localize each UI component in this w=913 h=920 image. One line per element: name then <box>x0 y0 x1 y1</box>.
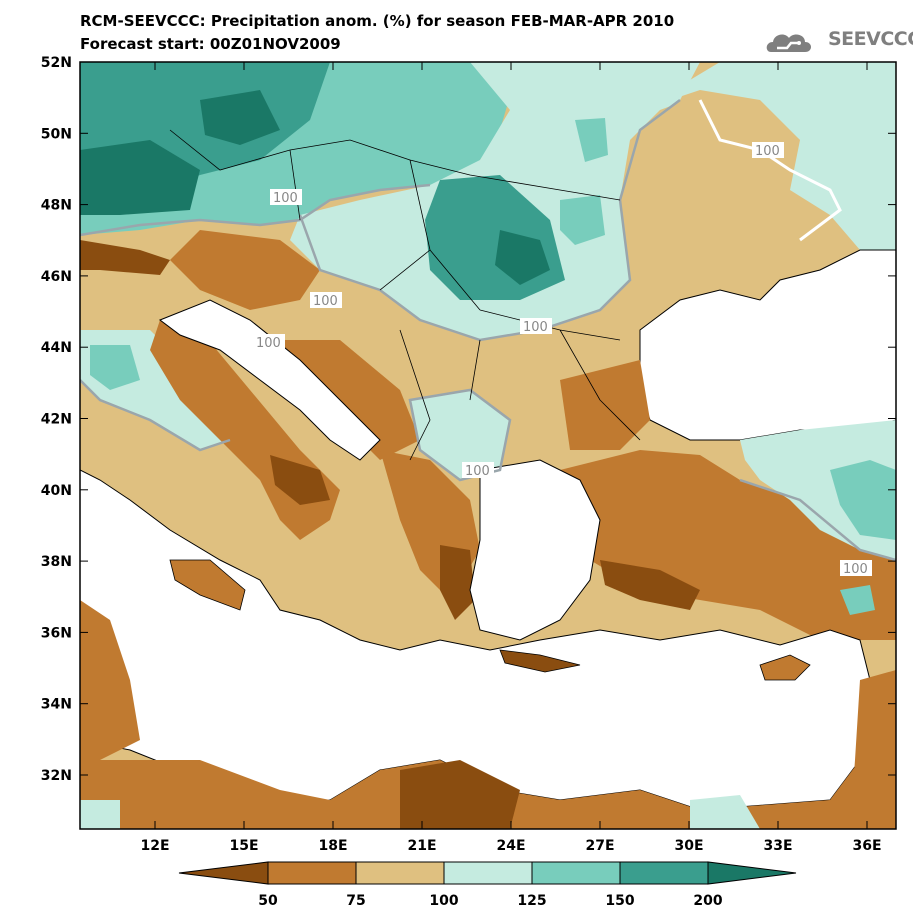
very-dry-zone-alps-south <box>80 240 170 275</box>
extreme-wet-zone-west <box>80 140 200 215</box>
colorbar-label: 150 <box>605 893 634 909</box>
latitude-axis: 52N 50N 48N 46N 44N 42N 40N 38N 36N 34N 32N <box>41 55 896 784</box>
wet-zone-ukraine <box>575 118 608 162</box>
slightly-dry-zone-ukraine <box>620 95 820 260</box>
colorbar: 50 75 100 125 150 200 <box>178 861 797 909</box>
longitude-label: 24E <box>496 838 525 854</box>
contour-100-turkey <box>739 478 896 562</box>
slightly-wet-zone-macedonia <box>410 390 510 480</box>
longitude-label: 36E <box>852 838 881 854</box>
dnieper-river <box>698 99 842 242</box>
colorbar-label: 100 <box>429 893 458 909</box>
latitude-label: 52N <box>41 55 72 71</box>
crete <box>499 649 581 673</box>
latitude-label: 36N <box>41 625 72 641</box>
longitude-label: 30E <box>674 838 703 854</box>
cloud-icon <box>766 34 811 52</box>
colorbar-label: 125 <box>517 893 546 909</box>
map-title: RCM-SEEVCCC: Precipitation anom. (%) for… <box>80 12 675 30</box>
dry-zone-northern-italy <box>170 230 320 310</box>
sicily <box>169 559 246 611</box>
extreme-wet-zone-bohemia <box>200 90 280 145</box>
slightly-wet-zone-northeast <box>640 62 896 260</box>
very-dry-zone-libya <box>400 760 520 829</box>
colorbar-segment <box>619 861 709 885</box>
contour-label: 100 <box>755 144 780 159</box>
colorbar-label: 200 <box>693 893 722 909</box>
latitude-label: 48N <box>41 198 72 214</box>
colorbar-label: 50 <box>258 893 278 909</box>
aegean-sea <box>469 459 601 641</box>
colorbar-segment <box>267 861 357 885</box>
latitude-label: 50N <box>41 126 72 142</box>
colorbar-segment <box>707 861 797 885</box>
longitude-label: 18E <box>318 838 347 854</box>
contour-label: 100 <box>313 294 338 309</box>
contour-label: 100 <box>465 464 490 479</box>
wet-zone-levant <box>840 585 875 615</box>
very-dry-zone-anatolia <box>600 560 700 610</box>
contour-label: 100 <box>523 320 548 335</box>
contour-labels: 100 100 100 100 100 100 100 <box>253 142 872 577</box>
latitude-label: 46N <box>41 269 72 285</box>
adriatic-sea <box>158 299 381 461</box>
longitude-label: 33E <box>763 838 792 854</box>
latitude-label: 32N <box>41 768 72 784</box>
contour-100-macedonia <box>408 388 512 482</box>
latitude-label: 44N <box>41 340 72 356</box>
slightly-wet-zone-nile <box>690 795 760 829</box>
dry-zone-anatolia <box>560 450 896 640</box>
longitude-label: 27E <box>585 838 614 854</box>
slightly-wet-zone-africa-west <box>80 800 120 829</box>
colorbar-label: 75 <box>346 893 365 909</box>
colorbar-segment <box>443 861 533 885</box>
latitude-label: 34N <box>41 697 72 713</box>
extreme-wet-zone-hungary <box>495 230 550 285</box>
wet-zone-eastern-turkey <box>830 460 896 540</box>
contour-label: 100 <box>843 562 868 577</box>
colorbar-segment <box>531 861 621 885</box>
country-borders <box>169 129 641 461</box>
very-dry-zone-southern-italy <box>270 455 330 505</box>
cyprus <box>759 654 811 681</box>
dry-zone-tunisia <box>80 600 140 760</box>
map-fields: 100 100 100 100 100 100 100 <box>80 62 896 829</box>
latitude-label: 40N <box>41 483 72 499</box>
colorbar-segment <box>355 861 445 885</box>
longitude-label: 12E <box>140 838 169 854</box>
wet-zone-tyrrhenian <box>90 345 140 390</box>
dry-zone-levant <box>850 670 896 829</box>
contour-label: 100 <box>273 191 298 206</box>
map-frame <box>79 61 897 830</box>
contour-label: 100 <box>256 336 281 351</box>
longitude-label: 21E <box>407 838 436 854</box>
contour-100-italy <box>80 379 231 452</box>
colorbar-segment <box>178 861 269 885</box>
black-sea <box>639 249 896 441</box>
seevccc-logo-text: SEEVCCC <box>828 28 913 50</box>
very-dry-zone-peloponnese <box>440 545 475 620</box>
longitude-axis: 12E 15E 18E 21E 24E 27E 30E 33E 36E <box>140 62 882 854</box>
forecast-start-subtitle: Forecast start: 00Z01NOV2009 <box>80 35 341 53</box>
latitude-label: 42N <box>41 412 72 428</box>
wet-zone-romania <box>560 195 605 245</box>
latitude-label: 38N <box>41 554 72 570</box>
longitude-label: 15E <box>229 838 258 854</box>
